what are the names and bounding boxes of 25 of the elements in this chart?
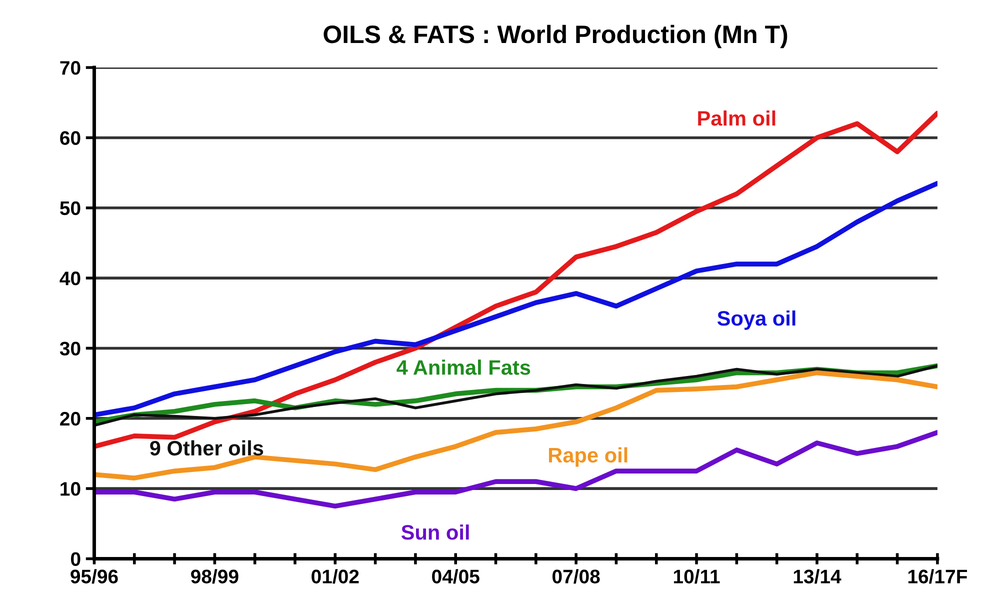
series-label: Palm oil — [698, 110, 776, 126]
y-tick-label: 0 — [71, 552, 80, 566]
text: Soya oil — [717, 310, 796, 330]
line-series — [94, 430, 938, 509]
series-label: Sun oil — [401, 524, 469, 540]
y-tick-label: 30 — [60, 342, 80, 356]
x-tick-label: 10/11 — [674, 569, 720, 584]
x-tick-label: 13/14 — [794, 569, 842, 584]
x-tick-label: 98/99 — [191, 569, 238, 584]
series-label: 4 Animal Fats — [396, 360, 530, 375]
series-label: Rape oil — [548, 447, 628, 467]
line-series — [94, 180, 938, 418]
y-tick-label: 10 — [60, 482, 80, 496]
chart-title: OILS & FATS : World Production (Mn T) — [324, 24, 788, 48]
x-tick-label: 95/96 — [70, 569, 118, 584]
series-label: 9 Other oils — [150, 440, 264, 456]
x-tick-label: 04/05 — [432, 569, 480, 584]
x-tick-label: 16/17F — [908, 569, 967, 584]
y-tick-label: 70 — [60, 61, 80, 75]
x-tick-label: 01/02 — [312, 569, 359, 584]
y-tick-label: 20 — [60, 412, 80, 426]
y-tick-label: 40 — [60, 272, 80, 286]
y-tick-label: 60 — [60, 131, 80, 145]
y-tick-label: 50 — [60, 201, 80, 216]
x-tick-label: 07/08 — [552, 569, 600, 584]
